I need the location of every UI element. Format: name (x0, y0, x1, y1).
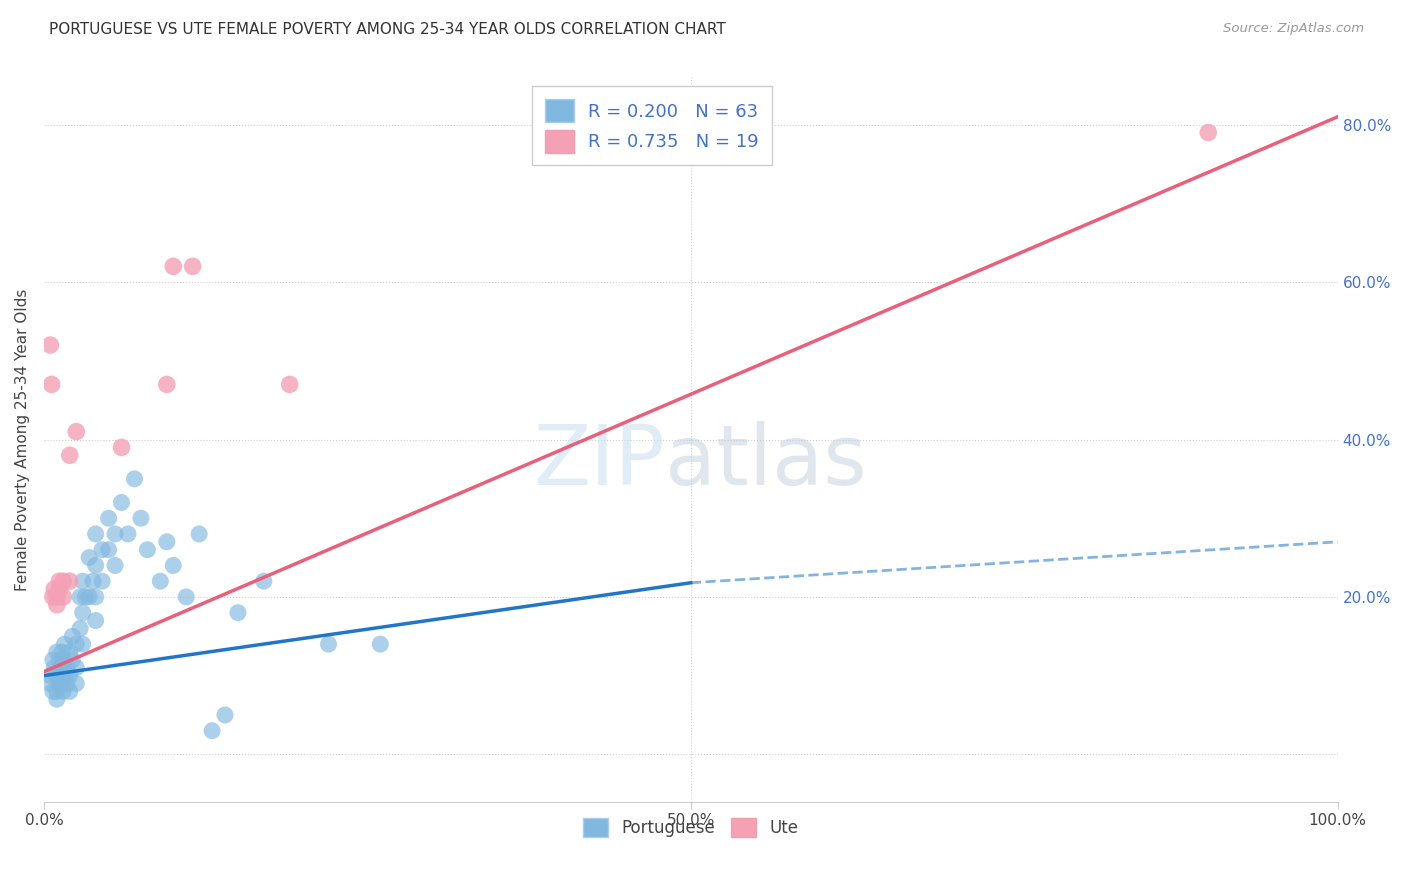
Point (52, 684, 75, 698)
Point (45, 598, 67, 612)
Point (77, 590, 100, 604)
Point (110, 441, 132, 455)
Point (52, 574, 75, 589)
Point (84, 614, 107, 628)
Point (318, 637, 340, 651)
Text: PORTUGUESE VS UTE FEMALE POVERTY AMONG 25-34 YEAR OLDS CORRELATION CHART: PORTUGUESE VS UTE FEMALE POVERTY AMONG 2… (49, 22, 725, 37)
Point (82, 574, 104, 589)
Point (45, 684, 67, 698)
Point (91, 542, 114, 557)
Point (77, 550, 100, 565)
Point (214, 708, 236, 723)
Point (278, 377, 301, 392)
Point (39, 668, 62, 682)
Point (188, 527, 211, 541)
Point (91, 574, 114, 589)
Text: ZIP: ZIP (533, 421, 665, 501)
Point (52, 590, 75, 604)
Point (162, 558, 184, 573)
Point (39, 676, 62, 690)
Point (45, 668, 67, 682)
Point (44, 661, 66, 675)
Point (44, 582, 66, 596)
Point (51, 645, 73, 659)
Point (84, 527, 107, 541)
Point (42, 590, 65, 604)
Point (174, 590, 197, 604)
Point (59, 684, 82, 698)
Point (59, 448, 82, 462)
Point (53, 637, 76, 651)
Point (97, 511, 120, 525)
Point (104, 527, 127, 541)
Point (75, 590, 97, 604)
Point (65, 676, 87, 690)
Point (48, 582, 70, 596)
Point (156, 534, 179, 549)
Point (48, 676, 70, 690)
Point (69, 590, 91, 604)
Point (156, 377, 179, 392)
Point (104, 558, 127, 573)
Legend: Portuguese, Ute: Portuguese, Ute (576, 812, 806, 844)
Point (149, 574, 172, 589)
Point (84, 590, 107, 604)
Point (56, 676, 79, 690)
Point (181, 260, 204, 274)
Point (65, 661, 87, 675)
Point (59, 645, 82, 659)
Point (110, 495, 132, 509)
Point (41, 377, 63, 392)
Point (72, 637, 94, 651)
Point (1197, 126, 1219, 140)
Point (65, 637, 87, 651)
Point (45, 590, 67, 604)
Point (65, 425, 87, 439)
Point (368, 637, 391, 651)
Point (49, 661, 72, 675)
Point (52, 653, 75, 667)
Point (72, 606, 94, 620)
Point (129, 511, 152, 525)
Point (48, 574, 70, 589)
Text: atlas: atlas (665, 421, 866, 501)
Point (72, 574, 94, 589)
Point (84, 558, 107, 573)
Point (226, 606, 249, 620)
Point (51, 668, 73, 682)
Point (201, 723, 224, 738)
Point (69, 621, 91, 635)
Point (162, 260, 184, 274)
Point (53, 668, 76, 682)
Point (124, 472, 146, 486)
Point (117, 527, 139, 541)
Point (45, 645, 67, 659)
Point (60, 629, 83, 643)
Point (97, 542, 120, 557)
Point (45, 692, 67, 706)
Point (39, 338, 62, 352)
Point (60, 653, 83, 667)
Point (136, 542, 159, 557)
Text: Source: ZipAtlas.com: Source: ZipAtlas.com (1223, 22, 1364, 36)
Point (42, 684, 65, 698)
Point (42, 653, 65, 667)
Y-axis label: Female Poverty Among 25-34 Year Olds: Female Poverty Among 25-34 Year Olds (15, 288, 30, 591)
Point (48, 653, 70, 667)
Point (59, 574, 82, 589)
Point (59, 668, 82, 682)
Point (56, 661, 79, 675)
Point (253, 574, 276, 589)
